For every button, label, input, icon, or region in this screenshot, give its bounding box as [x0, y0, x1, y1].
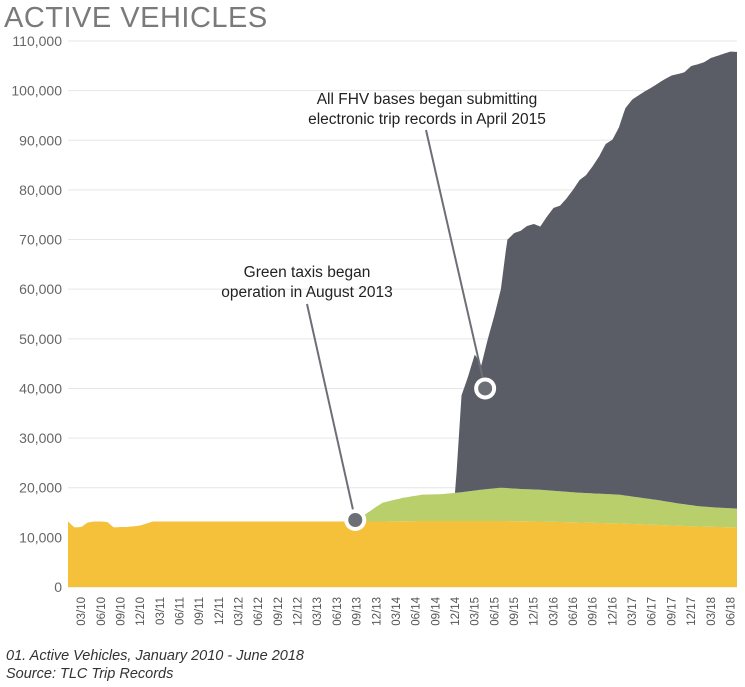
x-tick-label: 06/17	[647, 597, 659, 626]
x-tick-label: 12/15	[529, 597, 541, 626]
x-tick-label: 09/12	[273, 597, 285, 626]
x-tick-label: 03/11	[155, 597, 167, 625]
y-axis-ticks: 0 10,000 20,000 30,000 40,000 50,000 60,000 70,…	[11, 33, 62, 595]
y-tick-label: 30,000	[19, 430, 62, 446]
y-tick-label: 40,000	[19, 380, 62, 396]
x-tick-label: 03/12	[234, 597, 246, 626]
x-axis-ticks: 03/10 06/10 09/10 12/10 03/11 06/11 09/11 12/11…	[76, 596, 737, 625]
x-tick-label: 03/13	[312, 597, 324, 626]
x-tick-label: 06/11	[175, 597, 187, 625]
x-tick-label: 12/17	[686, 597, 698, 626]
x-tick-label: 12/13	[371, 597, 383, 626]
x-tick-label: 12/11	[214, 597, 226, 625]
y-tick-label: 70,000	[19, 232, 62, 248]
x-tick-label: 09/11	[194, 597, 206, 625]
green-area	[68, 487, 737, 528]
y-tick-label: 110,000	[12, 33, 62, 49]
annotation-marker	[474, 377, 497, 400]
x-tick-label: 12/14	[450, 596, 462, 625]
x-tick-label: 09/13	[352, 597, 364, 626]
chart-source: Source: TLC Trip Records	[6, 666, 174, 682]
x-tick-label: 09/17	[666, 597, 678, 626]
annotation-text: All FHV bases began submitting	[317, 91, 538, 108]
x-tick-label: 12/12	[293, 597, 305, 626]
x-tick-label: 06/18	[725, 597, 737, 626]
y-tick-label: 100,000	[11, 83, 62, 99]
annotation-leader-line	[306, 303, 357, 521]
x-tick-label: 03/14	[391, 596, 403, 625]
y-tick-label: 90,000	[19, 132, 62, 148]
annotation-leader-line	[425, 129, 487, 389]
chart-caption: 01. Active Vehicles, January 2010 - June…	[6, 648, 304, 664]
annotations: All FHV bases began submitting electronic…	[221, 91, 546, 531]
x-tick-label: 03/16	[548, 597, 560, 626]
x-tick-label: 03/18	[706, 597, 718, 626]
x-tick-label: 06/14	[411, 596, 423, 625]
annotation-text: Green taxis began	[244, 264, 371, 281]
x-tick-label: 06/12	[253, 597, 265, 626]
x-tick-label: 06/10	[96, 597, 108, 626]
y-tick-label: 60,000	[19, 281, 62, 297]
fhv-area	[68, 51, 737, 528]
annotation-marker	[344, 508, 367, 531]
annotation-text: electronic trip records in April 2015	[308, 111, 546, 128]
yellow-area	[68, 520, 737, 587]
annotation-text: operation in August 2013	[221, 284, 393, 301]
x-tick-label: 03/15	[470, 597, 482, 626]
x-tick-label: 06/15	[489, 597, 501, 626]
stacked-areas	[68, 51, 737, 587]
y-tick-label: 50,000	[19, 331, 62, 347]
x-tick-label: 03/17	[627, 597, 639, 626]
x-tick-label: 09/16	[588, 597, 600, 626]
y-tick-label: 80,000	[19, 182, 62, 198]
y-tick-label: 0	[54, 579, 62, 595]
x-tick-label: 06/16	[568, 597, 580, 626]
chart-title: ACTIVE VEHICLES	[4, 2, 268, 34]
x-tick-label: 09/14	[430, 596, 442, 625]
x-tick-label: 03/10	[76, 597, 88, 626]
y-tick-label: 10,000	[19, 529, 62, 545]
x-tick-label: 06/13	[332, 597, 344, 626]
x-tick-label: 09/15	[509, 597, 521, 626]
y-tick-label: 20,000	[19, 480, 62, 496]
x-tick-label: 12/16	[607, 597, 619, 626]
x-tick-label: 12/10	[135, 597, 147, 626]
x-tick-label: 09/10	[116, 597, 128, 626]
